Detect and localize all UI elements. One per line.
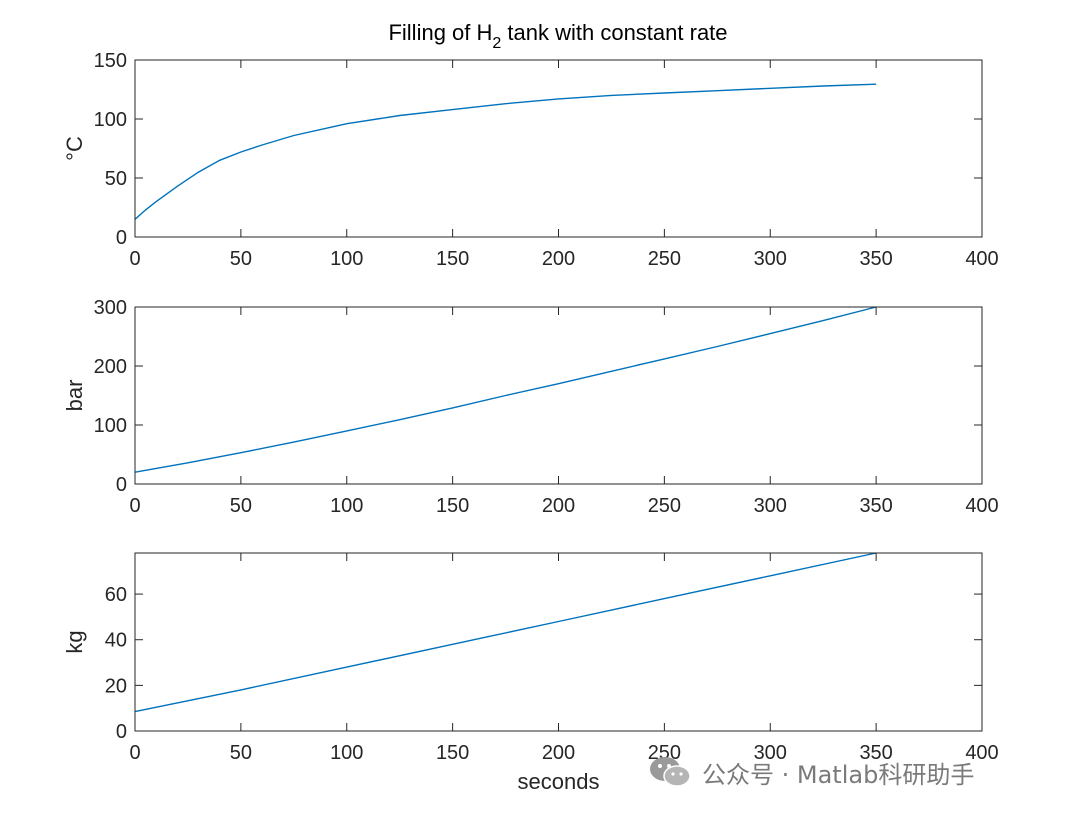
x-tick-label: 150: [436, 248, 469, 270]
x-tick-label: 300: [754, 248, 787, 270]
wechat-icon: [650, 757, 691, 787]
x-tick-label: 300: [754, 742, 787, 764]
x-tick-label: 0: [129, 248, 140, 270]
chart-title-main: Filling of H: [388, 20, 492, 45]
x-tick-label: 100: [330, 248, 363, 270]
chart-title: Filling of H2 tank with constant rate: [388, 20, 727, 52]
x-tick-label: 400: [965, 742, 998, 764]
x-tick-label: 50: [230, 248, 252, 270]
y-tick-label: 0: [116, 721, 127, 743]
x-axis-label: seconds: [518, 769, 600, 794]
axes-box: [134, 59, 983, 238]
x-tick-label: 100: [330, 742, 363, 764]
x-tick-label: 350: [859, 495, 892, 517]
y-axis-label: °C: [62, 136, 87, 161]
x-tick-label: 0: [129, 495, 140, 517]
y-axis-label: kg: [62, 630, 87, 653]
watermark-text: 公众号 · Matlab科研助手: [702, 760, 975, 789]
x-tick-label: 150: [436, 742, 469, 764]
x-tick-label: 250: [648, 248, 681, 270]
y-tick-label: 300: [94, 297, 127, 319]
y-axis-label: bar: [62, 380, 87, 412]
y-tick-label: 100: [94, 415, 127, 437]
x-tick-label: 350: [859, 742, 892, 764]
x-tick-label: 200: [542, 495, 575, 517]
y-tick-label: 60: [105, 584, 127, 606]
axes-box: [134, 552, 983, 732]
y-tick-label: 20: [105, 675, 127, 697]
y-tick-label: 0: [116, 474, 127, 496]
axes-box: [134, 306, 983, 485]
x-tick-label: 400: [965, 495, 998, 517]
series-line-2-1: [134, 306, 877, 473]
x-tick-label: 150: [436, 495, 469, 517]
y-tick-label: 200: [94, 356, 127, 378]
x-tick-label: 300: [754, 495, 787, 517]
y-tick-label: 150: [94, 50, 127, 72]
x-tick-label: 100: [330, 495, 363, 517]
subplot-2: 0 50 100 150 200 250 300 350 400 0 100 200 300 bar: [62, 297, 999, 517]
x-tick-label: 0: [129, 742, 140, 764]
subplot-3: 0 50 100 150 200 250 300 350 400 0 20 40 60 kg seconds: [62, 552, 999, 794]
x-tick-label: 50: [230, 742, 252, 764]
x-tick-label: 50: [230, 495, 252, 517]
watermark: 公众号 · Matlab科研助手: [648, 752, 974, 792]
x-tick-label: 200: [542, 248, 575, 270]
subplot-1: 0 50 100 150 200 250 300 350 400 0 50 100 150 °C: [62, 50, 999, 270]
y-tick-label: 50: [105, 168, 127, 190]
chart-title-rest: tank with constant rate: [501, 20, 727, 45]
x-tick-label: 250: [648, 495, 681, 517]
x-tick-label: 200: [542, 742, 575, 764]
chart-title-subscript: 2: [492, 35, 501, 52]
x-tick-label: 400: [965, 248, 998, 270]
x-tick-label: 350: [859, 248, 892, 270]
y-tick-label: 100: [94, 109, 127, 131]
x-tick-label: 250: [648, 742, 681, 764]
series-line-3-1: [134, 552, 877, 713]
y-tick-label: 0: [116, 227, 127, 249]
y-tick-label: 40: [105, 630, 127, 652]
series-line-1-1: [134, 83, 877, 220]
